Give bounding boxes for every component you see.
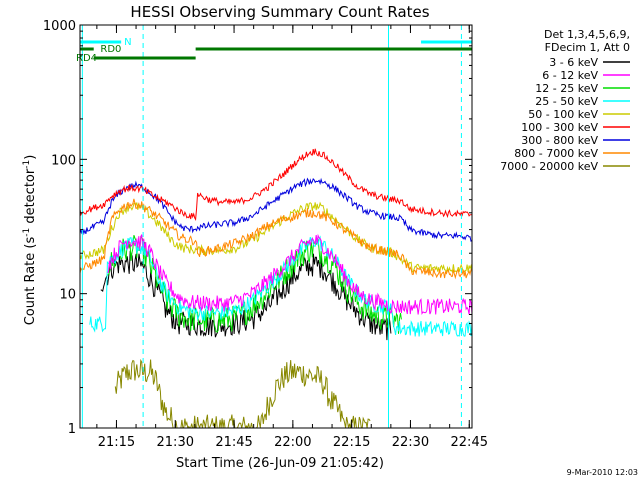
flag-label-rd0: RD0 (100, 44, 121, 55)
y-axis-label-part3: ) (23, 155, 38, 160)
flag-label-rd4: RD4 (76, 53, 97, 64)
legend-label-4: 50 - 100 keV (528, 108, 598, 121)
x-tick-label: 22:30 (392, 435, 429, 450)
y-axis-label-sup1: -1 (22, 228, 32, 237)
legend-header-line1: Det 1,3,4,5,6,9, (544, 28, 630, 41)
series-line-8 (114, 358, 371, 428)
legend-header-line2: FDecim 1, Att 0 (545, 41, 630, 54)
legend-label-5: 100 - 300 keV (521, 121, 598, 134)
x-tick-label: 21:45 (215, 435, 252, 450)
x-axis-label: Start Time (26-Jun-09 21:05:42) (176, 456, 384, 471)
y-tick-label: 1000 (43, 19, 76, 34)
x-tick-label: 22:15 (333, 435, 370, 450)
legend-label-3: 25 - 50 keV (535, 95, 598, 108)
series-line-1 (107, 233, 472, 315)
y-tick-label: 10 (59, 288, 76, 303)
legend-label-1: 6 - 12 keV (542, 69, 598, 82)
plot-frame (79, 24, 473, 429)
legend-label-2: 12 - 25 keV (535, 82, 598, 95)
x-tick-label: 22:00 (274, 435, 311, 450)
legend-label-6: 300 - 800 keV (521, 134, 598, 147)
y-axis-label: Count Rate (s-1 detector-1) (22, 155, 38, 326)
series-line-2 (107, 235, 402, 334)
legend-label-8: 7000 - 20000 keV (500, 160, 598, 173)
y-axis-label-part2: detector (23, 168, 38, 228)
y-tick-label: 1 (68, 422, 76, 437)
y-axis-label-sup2: -1 (22, 160, 32, 169)
legend-label-0: 3 - 6 keV (549, 56, 598, 69)
chart-title: HESSI Observing Summary Count Rates (130, 3, 429, 21)
footer-date: 9-Mar-2010 12:03 (567, 468, 638, 477)
series-line-5 (80, 148, 472, 221)
y-axis-label-part1: Count Rate (s (23, 237, 38, 326)
flag-label-n: N (124, 37, 131, 48)
x-tick-label: 21:30 (157, 435, 194, 450)
series-line-3 (89, 235, 472, 337)
y-tick-label: 100 (51, 153, 76, 168)
series-line-7 (80, 198, 472, 280)
series-line-6 (80, 177, 472, 242)
legend: Det 1,3,4,5,6,9, FDecim 1, Att 0 3 - 6 k… (500, 28, 630, 173)
x-tick-label: 22:45 (451, 435, 488, 450)
x-tick-label: 21:15 (98, 435, 135, 450)
legend-label-7: 800 - 7000 keV (514, 147, 598, 160)
